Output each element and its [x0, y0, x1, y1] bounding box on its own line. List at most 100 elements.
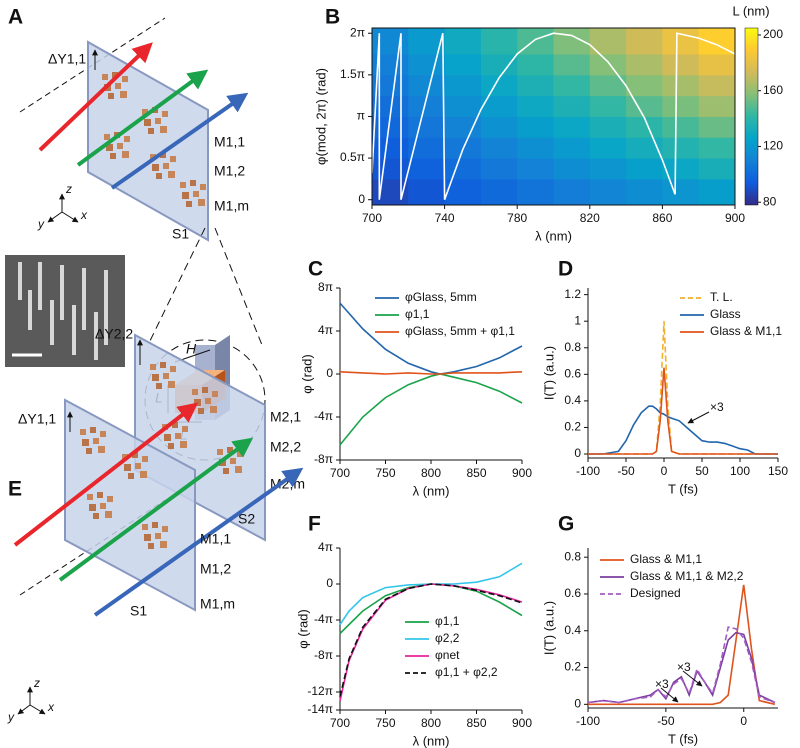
heatmap-cell	[626, 95, 663, 117]
heatmap-cell	[662, 54, 700, 76]
x-tick-label: 700	[330, 466, 350, 480]
y-tick-label: 0	[326, 366, 333, 380]
heatmap-cell	[372, 95, 409, 117]
heatmap-cell	[698, 74, 736, 97]
heatmap-cell	[444, 28, 482, 55]
heatmap-cell	[553, 158, 591, 180]
heatmap-cell	[480, 95, 518, 117]
y-tick-label: 1.5π	[340, 67, 365, 81]
legend-label: φnet	[435, 648, 460, 662]
y-tick-label: 0.4	[564, 393, 581, 407]
heatmap-cell	[698, 158, 736, 180]
colorbar-tick-label: 200	[763, 27, 783, 41]
heatmap-cell	[589, 95, 627, 117]
plate-label: S1	[130, 603, 147, 619]
panel-letter: F	[308, 513, 321, 536]
y-tick-label: 8π	[318, 280, 333, 294]
metasurface-plate	[87, 40, 209, 242]
metasurface-label: M1,1	[200, 531, 231, 547]
x-tick-label: -100	[576, 714, 600, 728]
x-tick-label: 100	[730, 464, 750, 478]
heatmap-cell	[553, 116, 591, 138]
heatmap-cell	[626, 28, 663, 55]
annotation: ×3	[677, 660, 691, 674]
x-axis-label: λ (nm)	[535, 228, 572, 243]
series-line	[588, 321, 778, 455]
x-tick-label: 850	[466, 466, 486, 480]
series-line	[588, 405, 778, 455]
reference-line	[19, 17, 166, 113]
diagram-e: E ΔY2,2 M2,1 M2,2 M2,m S2 ΔY1,1 M1,1 M1,…	[7, 326, 305, 724]
x-tick-label: 800	[421, 716, 441, 730]
colorbar-tick-label: 120	[763, 139, 783, 153]
axis-x	[61, 211, 79, 223]
y-tick-label: 0	[574, 446, 581, 460]
y-tick-label: -8π	[314, 648, 333, 662]
heatmap-cell	[372, 54, 409, 76]
y-tick-label: 0.6	[564, 367, 581, 381]
x-tick-label: 900	[512, 716, 532, 730]
x-tick-label: 860	[652, 211, 672, 225]
sem-pillars	[18, 262, 108, 360]
axis-y	[17, 704, 31, 715]
metasurface-label: M1,2	[214, 163, 245, 179]
legend-label: φ1,1	[405, 307, 430, 321]
y-tick-label: 4π	[318, 323, 333, 337]
heatmap-cell	[480, 74, 518, 97]
heatmap-cell	[408, 158, 446, 180]
heatmap-cell	[517, 116, 554, 138]
heatmap-cell	[662, 158, 700, 180]
series-line	[339, 583, 523, 697]
legend-label: φ1,1	[435, 614, 460, 628]
heatmap-cell	[408, 74, 446, 97]
legend-label: φ1,1 + φ2,2	[435, 665, 498, 679]
y-tick-label: -12π	[307, 684, 333, 698]
panel-letter: G	[558, 513, 574, 536]
y-tick-label: 0	[358, 192, 365, 206]
heatmap-cell	[662, 116, 700, 138]
shift-label: ΔY1,1	[18, 411, 56, 427]
legend-label: Glass & M1,1 & M2,2	[630, 569, 744, 583]
heatmap-cell	[372, 74, 409, 97]
heatmap-cell	[662, 28, 700, 55]
x-tick-label: 700	[330, 716, 350, 730]
heatmap-cell	[553, 137, 591, 159]
heatmap-cell	[698, 178, 736, 206]
y-tick-label: 0.2	[564, 420, 581, 434]
series-line	[339, 583, 523, 702]
legend-label: T. L.	[710, 290, 733, 304]
heatmap-cell	[480, 54, 518, 76]
y-tick-label: 0	[574, 696, 581, 710]
heatmap-cell	[372, 137, 409, 159]
y-tick-label: 0	[326, 576, 333, 590]
y-tick-label: 1	[574, 313, 581, 327]
x-tick-label: -100	[576, 464, 600, 478]
heatmap-cell	[480, 158, 518, 180]
heatmap-cell	[662, 74, 700, 97]
heatmap-cell	[480, 116, 518, 138]
axis-label: y	[7, 710, 15, 724]
axis-label: z	[65, 182, 72, 196]
heatmap-cell	[408, 95, 446, 117]
y-axis-label: φ (rad)	[299, 354, 314, 394]
legend-label: Glass & M1,1	[710, 324, 782, 338]
axis-label: x	[47, 700, 55, 714]
series-line	[588, 584, 776, 706]
heatmap-cell	[408, 178, 446, 206]
x-tick-label: 0	[740, 714, 747, 728]
heatmap-cell	[372, 28, 409, 55]
y-tick-label: 0.8	[564, 340, 581, 354]
series-line	[339, 373, 523, 446]
y-tick-label: 0.8	[564, 549, 581, 563]
panel-letter: C	[308, 258, 323, 281]
legend-label: Designed	[630, 586, 681, 600]
beam-green	[58, 437, 254, 582]
heatmap-cell	[626, 178, 663, 206]
dim-label: H	[186, 341, 197, 357]
y-axis-label: φ (rad)	[295, 609, 310, 649]
x-axis-label: T (fs)	[668, 731, 698, 746]
panel-letter: D	[558, 258, 573, 281]
x-tick-label: 700	[362, 211, 382, 225]
heatmap-cell	[589, 178, 627, 206]
